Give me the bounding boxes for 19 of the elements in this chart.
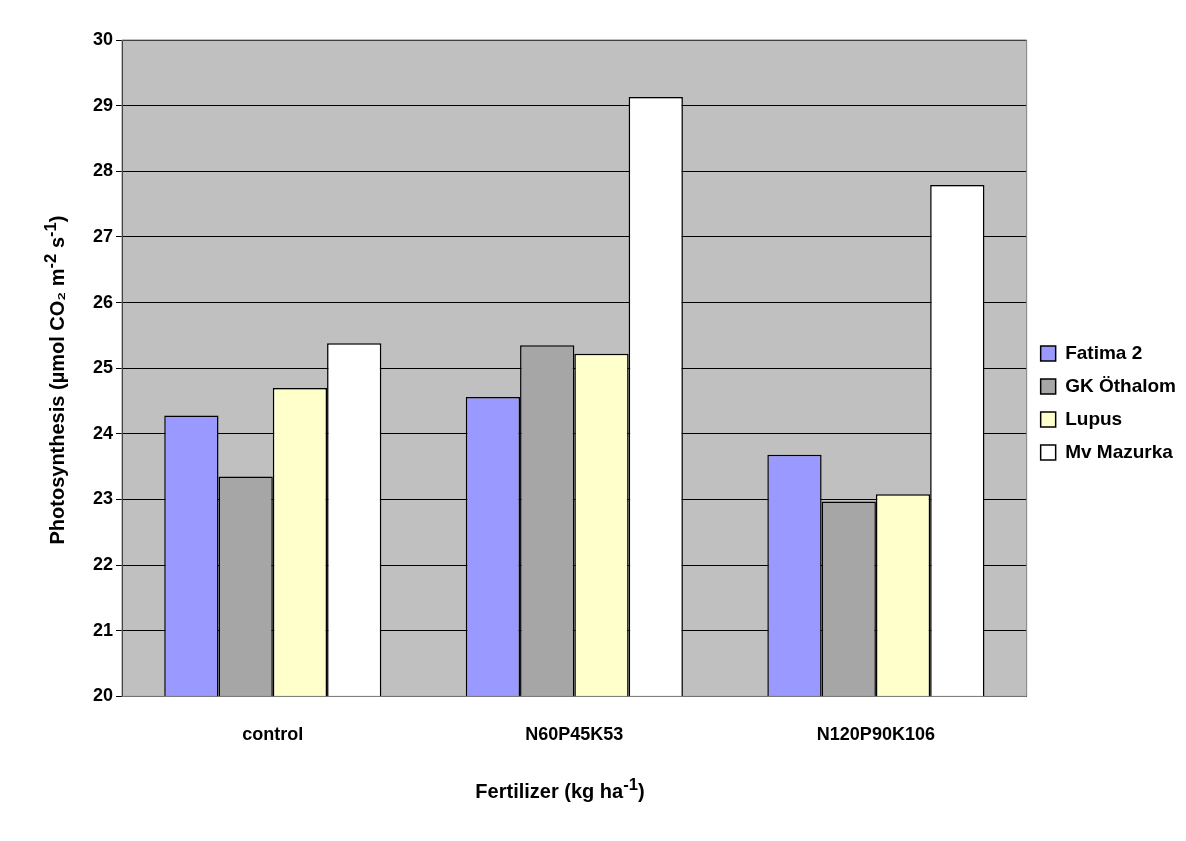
legend-label: GK Öthalom <box>1065 374 1177 396</box>
y-tick-label: 26 <box>92 291 114 312</box>
y-tick-label: 28 <box>92 160 114 181</box>
x-axis-title: Fertilizer (kg ha$^{-1}$) <box>474 775 646 803</box>
y-tick-label: 20 <box>92 685 114 706</box>
y-tick-label: 30 <box>92 28 114 49</box>
legend-label: Lupus <box>1065 407 1123 429</box>
x-tick-label: control <box>242 724 304 745</box>
y-tick-label: 25 <box>92 357 114 378</box>
y-tick-label: 29 <box>92 94 114 115</box>
legend-label: Mv Mazurka <box>1065 440 1174 462</box>
y-tick-label: 21 <box>92 619 114 640</box>
y-tick-label: 24 <box>92 422 114 443</box>
legend-label: Fatima 2 <box>1065 341 1143 363</box>
x-tick-label: N120P90K106 <box>816 724 935 745</box>
y-tick-label: 22 <box>92 554 114 575</box>
y-tick-label: 23 <box>92 488 114 509</box>
x-tick-label: N60P45K53 <box>525 724 624 745</box>
y-tick-label: 27 <box>92 225 114 246</box>
